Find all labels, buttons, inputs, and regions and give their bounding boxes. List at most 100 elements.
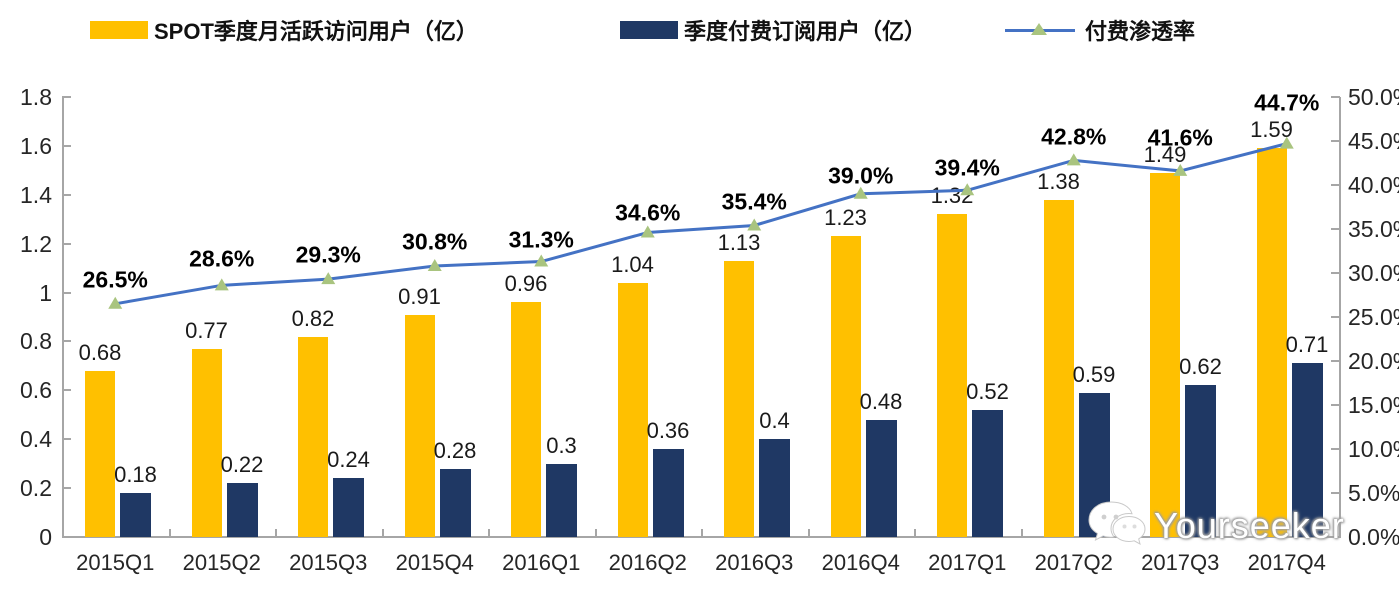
legend-item-mau: SPOT季度月活跃访问用户（亿） [90,14,478,46]
mau-bar [1256,148,1287,537]
right-axis-line [1339,97,1341,538]
subs-bar [333,478,364,537]
right-axis-tick-mark [1331,448,1340,450]
left-axis-tick-label: 1.4 [20,181,52,208]
right-axis-tick-label: 10.0% [1348,436,1399,462]
penetration-legend-label: 付费渗透率 [1085,19,1196,44]
subs-value-label: 0.24 [327,447,370,473]
subs-value-label: 0.52 [966,378,1009,404]
mau-legend-swatch [90,21,148,39]
right-axis-tick-label: 5.0% [1348,480,1399,506]
mau-legend-label: SPOT季度月活跃访问用户（亿） [154,19,478,44]
mau-bar [1150,172,1180,537]
x-axis-category-label: 2016Q1 [502,550,581,575]
right-axis-tick-label: 20.0% [1348,348,1399,374]
left-axis-tick-label: 0 [39,524,52,550]
subs-value-label: 0.4 [759,408,790,434]
right-axis-tick-label: 35.0% [1348,216,1399,242]
x-axis-category-label: 2017Q4 [1247,550,1326,575]
x-axis-tick-mark [381,529,384,537]
mau-bar [830,236,861,537]
right-axis-tick-mark [1331,140,1340,142]
left-axis-tick-label: 0.2 [20,475,52,502]
mau-bar [511,302,541,537]
x-axis-line [62,536,1341,538]
subs-value-label: 0.3 [546,432,577,458]
subs-value-label: 0.71 [1285,332,1329,358]
right-axis-tick-mark [1331,272,1340,274]
subs-value-label: 0.48 [859,388,903,414]
right-axis-tick-label: 30.0% [1348,260,1399,286]
subs-legend-swatch [620,21,678,39]
left-axis-tick-label: 1.2 [20,230,52,257]
left-axis-tick-label: 0.8 [20,328,52,355]
subs-value-label: 0.59 [1072,361,1116,387]
penetration-value-label: 34.6% [615,199,681,226]
subs-bar [546,463,577,537]
left-axis-tick-mark [62,340,71,343]
mau-value-label: 1.49 [1143,141,1187,167]
left-axis-tick-mark [62,438,71,441]
penetration-value-label: 31.3% [508,226,574,253]
x-axis-category-label: 2016Q3 [715,550,794,575]
right-axis-tick-label: 40.0% [1348,172,1399,198]
penetration-legend-marker [1005,21,1075,39]
penetration-marker [1066,153,1081,166]
watermark: Yourseeker [1086,498,1345,554]
penetration-value-label: 41.6% [1147,124,1213,151]
subs-value-label: 0.28 [433,437,477,463]
subs-value-label: 0.22 [220,452,264,478]
penetration-marker [108,296,123,309]
right-axis-tick-mark [1331,228,1340,230]
penetration-marker [960,183,975,196]
left-axis-tick-mark [62,144,71,147]
legend: SPOT季度月活跃访问用户（亿） 季度付费订阅用户（亿） 付费渗透率 [0,14,1399,54]
subs-value-label: 0.18 [114,462,157,487]
penetration-value-label: 39.0% [828,162,894,189]
mau-bar [85,370,115,537]
x-axis-tick-mark [168,529,171,537]
mau-value-label: 1.59 [1250,117,1293,143]
left-axis-tick-label: 0.6 [20,377,52,404]
left-axis-tick-mark [62,242,71,245]
penetration-line [108,136,1294,309]
mau-value-label: 0.77 [185,317,228,343]
wechat-icon [1088,501,1146,545]
left-axis-tick-label: 1.6 [20,132,52,159]
x-axis-tick-mark [1233,529,1236,537]
x-axis-category-label: 2016Q2 [608,550,687,575]
penetration-value-label: 42.8% [1041,123,1107,150]
mau-value-label: 1.23 [824,205,867,231]
right-axis-tick-mark [1331,184,1340,186]
subs-value-label: 0.62 [1179,354,1222,380]
left-axis-line [62,97,64,538]
left-axis-tick-label: 0.4 [20,426,52,453]
penetration-marker [534,254,549,267]
mau-value-label: 1.04 [611,251,654,277]
subs-bar [1185,385,1216,537]
mau-value-label: 0.96 [504,271,548,297]
x-axis-category-label: 2017Q3 [1141,550,1220,575]
x-axis-category-label: 2015Q4 [395,550,474,575]
right-axis-tick-label: 25.0% [1348,304,1399,330]
x-axis-tick-mark [701,529,703,537]
penetration-marker [853,186,868,199]
subs-value-label: 0.36 [646,418,690,443]
x-axis-category-label: 2015Q2 [182,550,261,575]
mau-value-label: 1.13 [717,229,761,255]
right-axis-tick-mark [1331,404,1340,406]
mau-bar [937,214,967,537]
left-axis-tick-mark [62,193,71,196]
penetration-marker [1279,136,1294,149]
x-axis-category-label: 2016Q4 [821,550,900,575]
penetration-value-label: 30.8% [402,228,468,255]
x-axis-tick-mark [914,529,916,537]
mau-bar [191,348,222,537]
left-axis-tick-label: 1 [39,279,52,306]
left-axis-tick-mark [62,96,71,98]
mau-bar [1043,199,1074,537]
penetration-marker [427,258,442,271]
penetration-value-label: 35.4% [721,188,787,215]
x-axis-category-label: 2017Q2 [1034,550,1113,575]
subs-bar [865,419,897,537]
